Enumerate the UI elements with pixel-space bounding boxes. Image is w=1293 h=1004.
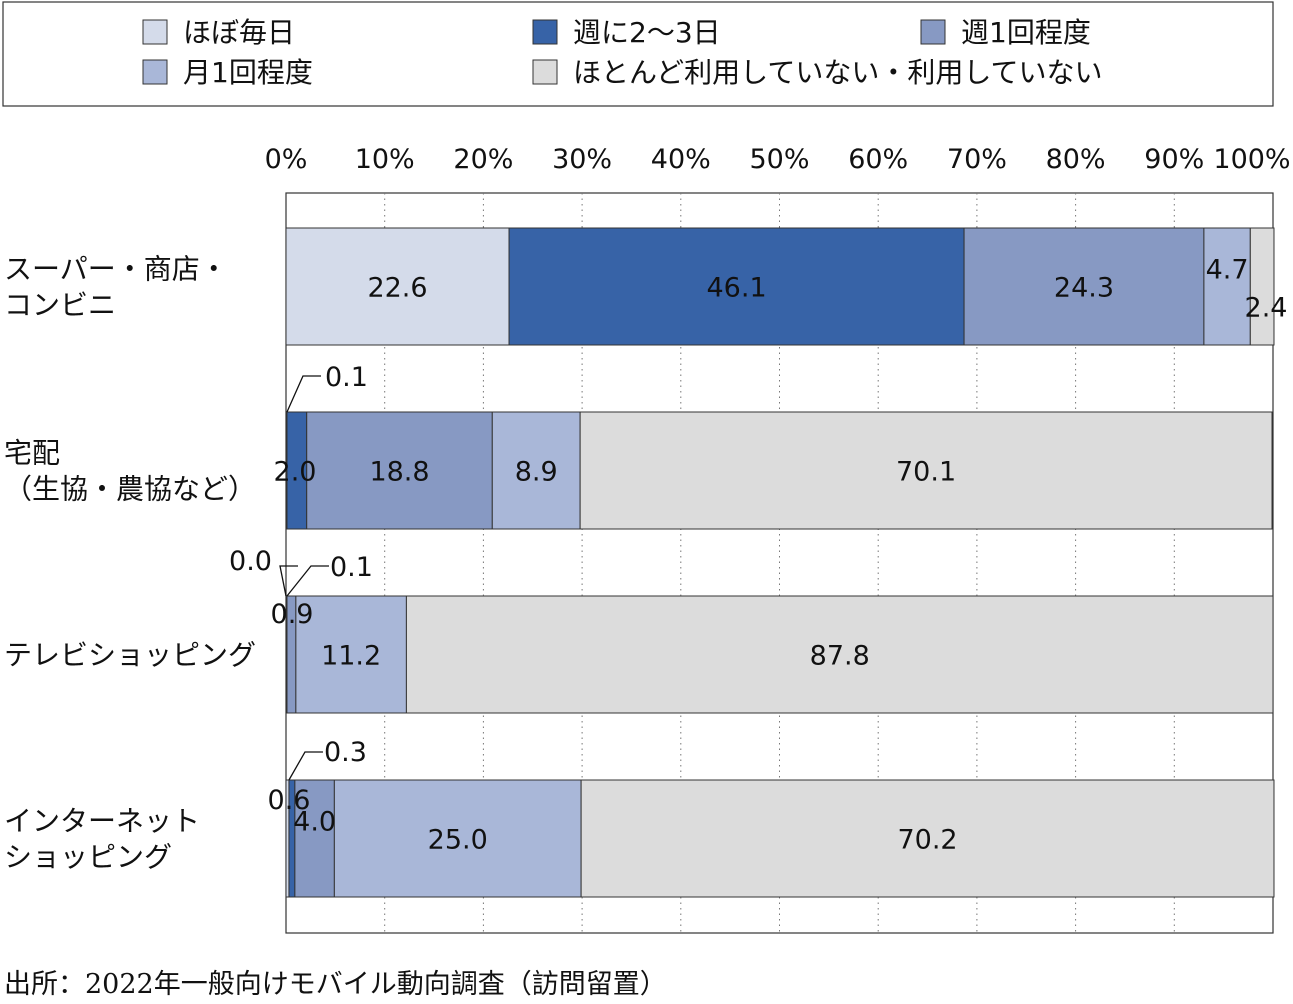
data-label: 2.0 bbox=[274, 457, 317, 488]
data-label: 46.1 bbox=[707, 273, 767, 304]
legend-label: 週1回程度 bbox=[961, 16, 1091, 49]
data-label: 11.2 bbox=[321, 641, 381, 672]
legend-label: ほぼ毎日 bbox=[183, 16, 295, 49]
legend-label: ほとんど利用していない・利用していない bbox=[573, 56, 1102, 89]
data-label: 0.9 bbox=[271, 599, 314, 630]
legend-label: 週に2～3日 bbox=[573, 16, 721, 49]
x-tick-label: 60% bbox=[848, 144, 908, 175]
x-tick-label: 40% bbox=[651, 144, 711, 175]
data-label: 4.7 bbox=[1206, 255, 1249, 286]
data-label: 4.0 bbox=[293, 807, 336, 838]
source-note: 出所：2022年一般向けモバイル動向調査（訪問留置） bbox=[4, 969, 667, 1000]
data-label: 70.1 bbox=[896, 457, 956, 488]
bar-segment bbox=[285, 227, 510, 346]
data-label: 0.1 bbox=[325, 362, 368, 393]
x-tick-label: 0% bbox=[265, 144, 308, 175]
bar-segment bbox=[963, 227, 1205, 346]
legend-swatch bbox=[920, 19, 946, 45]
category-label: ショッピング bbox=[4, 841, 172, 874]
x-axis-ticks: 0% 10% 20% 30% 40% 50% 60% 70% 80% 90% 100% bbox=[265, 144, 1291, 175]
bar-segment bbox=[333, 779, 582, 898]
category-label: スーパー・商店・ bbox=[4, 253, 228, 286]
bar-segment bbox=[1203, 227, 1251, 346]
x-tick-label: 10% bbox=[355, 144, 415, 175]
bars bbox=[285, 227, 1275, 898]
data-label: 0.3 bbox=[324, 737, 367, 768]
data-label: 8.9 bbox=[515, 457, 558, 488]
bar-segment bbox=[508, 227, 965, 346]
leader-line bbox=[286, 565, 329, 597]
x-tick-label: 100% bbox=[1213, 144, 1290, 175]
x-tick-label: 50% bbox=[749, 144, 809, 175]
data-label: 87.8 bbox=[810, 641, 870, 672]
x-tick-label: 20% bbox=[453, 144, 513, 175]
data-label: 0.6 bbox=[268, 785, 311, 816]
data-labels: 22.6 46.1 24.3 4.7 2.4 0.1 2.0 18.8 8.9 70.1 0.0 0.… bbox=[229, 255, 1287, 856]
data-label: 24.3 bbox=[1054, 273, 1114, 304]
bar-segment bbox=[294, 779, 335, 898]
leader-line bbox=[279, 565, 298, 597]
data-label: 0.1 bbox=[330, 552, 373, 583]
leader-line bbox=[286, 375, 321, 413]
legend-swatch bbox=[532, 19, 558, 45]
bar-segment bbox=[491, 411, 581, 530]
category-label: コンビニ bbox=[4, 289, 116, 322]
category-label: 宅配 bbox=[4, 437, 60, 470]
category-label: テレビショッピング bbox=[4, 639, 256, 672]
data-label: 25.0 bbox=[428, 825, 488, 856]
data-label: 2.4 bbox=[1245, 293, 1288, 324]
category-label: （生協・農協など） bbox=[4, 473, 256, 506]
legend-swatch bbox=[532, 59, 558, 85]
bar-segment bbox=[580, 779, 1275, 898]
leader-line bbox=[288, 751, 323, 781]
data-label: 22.6 bbox=[367, 273, 427, 304]
data-label: 18.8 bbox=[369, 457, 429, 488]
legend-swatch bbox=[142, 19, 168, 45]
legend-swatch bbox=[142, 59, 168, 85]
bar-segment bbox=[1249, 227, 1275, 346]
bar-segment bbox=[579, 411, 1273, 530]
legend-frame bbox=[2, 1, 1274, 107]
data-label: 70.2 bbox=[897, 825, 957, 856]
x-tick-label: 80% bbox=[1046, 144, 1106, 175]
x-tick-label: 70% bbox=[947, 144, 1007, 175]
category-label: インターネット bbox=[4, 805, 200, 838]
bar-segment bbox=[306, 411, 493, 530]
data-label: 0.0 bbox=[229, 546, 272, 577]
bar-segment bbox=[295, 595, 407, 714]
x-tick-label: 90% bbox=[1144, 144, 1204, 175]
legend-label: 月1回程度 bbox=[183, 56, 313, 89]
x-tick-label: 30% bbox=[552, 144, 612, 175]
bar-segment bbox=[405, 595, 1274, 714]
